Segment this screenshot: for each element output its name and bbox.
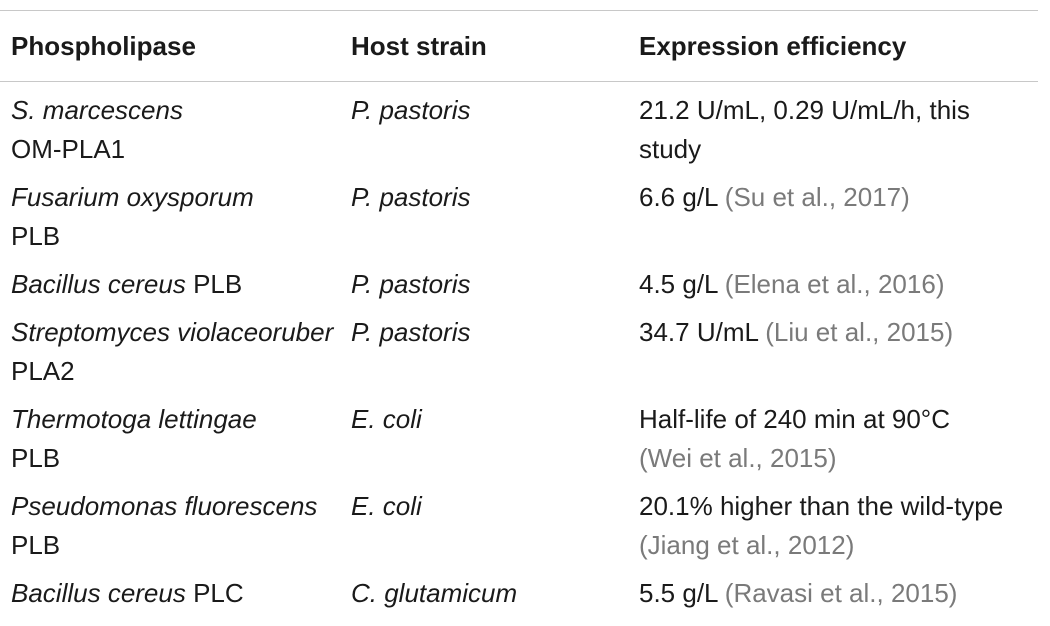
enzyme-species: Thermotoga lettingae [11, 404, 257, 434]
header-host-strain: Host strain [351, 31, 487, 61]
enzyme-cell: Fusarium oxysporum PLB [0, 178, 340, 256]
host-cell: P. pastoris [340, 265, 629, 304]
enzyme-cell: Bacillus cereus PLB [0, 265, 340, 304]
enzyme-type: PLB [11, 221, 61, 251]
citation-link[interactable]: (Jiang et al., 2012) [639, 530, 855, 560]
host-cell: E. coli [340, 400, 629, 478]
table-row: Pseudomonas fluorescens PLB E. coli 20.1… [0, 487, 1038, 565]
host-cell: P. pastoris [340, 91, 629, 169]
enzyme-species: Fusarium oxysporum [11, 182, 254, 212]
efficiency-value: 4.5 g/L [639, 269, 725, 299]
host-cell: P. pastoris [340, 178, 629, 256]
table-row: Fusarium oxysporum PLB P. pastoris 6.6 g… [0, 178, 1038, 256]
enzyme-cell: Streptomyces violaceoruber PLA2 [0, 313, 340, 391]
host-strain: P. pastoris [351, 269, 471, 299]
enzyme-species: Bacillus cereus [11, 578, 186, 608]
host-strain: P. pastoris [351, 317, 471, 347]
enzyme-type: PLA2 [11, 356, 75, 386]
host-strain: E. coli [351, 491, 422, 521]
table-row: Bacillus cereus PLB P. pastoris 4.5 g/L … [0, 265, 1038, 304]
host-strain: P. pastoris [351, 182, 471, 212]
efficiency-value: 20.1% higher than the wild-type [639, 491, 1004, 521]
table-row: Streptomyces violaceoruber PLA2 P. pasto… [0, 313, 1038, 391]
enzyme-type: OM-PLA1 [11, 134, 126, 164]
enzyme-species: S. marcescens [11, 95, 183, 125]
host-cell: C. glutamicum [340, 574, 629, 613]
efficiency-value: Half-life of 240 min at 90°C [639, 404, 950, 434]
citation-link[interactable]: (Elena et al., 2016) [724, 269, 945, 299]
enzyme-cell: Thermotoga lettingae PLB [0, 400, 340, 478]
enzyme-species: Streptomyces violaceoruber [11, 317, 334, 347]
host-strain: E. coli [351, 404, 422, 434]
efficiency-cell: 34.7 U/mL (Liu et al., 2015) [629, 313, 1038, 391]
citation-link[interactable]: (Su et al., 2017) [724, 182, 910, 212]
efficiency-cell: 21.2 U/mL, 0.29 U/mL/h, this study [629, 91, 1038, 169]
efficiency-cell: 20.1% higher than the wild-type (Jiang e… [629, 487, 1038, 565]
enzyme-type: PLB [11, 530, 61, 560]
table-row: Thermotoga lettingae PLB E. coli Half-li… [0, 400, 1038, 478]
enzyme-type: PLC [185, 578, 244, 608]
efficiency-value: 21.2 U/mL, 0.29 U/mL/h, this study [639, 95, 970, 164]
enzyme-type: PLB [11, 443, 61, 473]
enzyme-cell: Pseudomonas fluorescens PLB [0, 487, 340, 565]
enzyme-species: Pseudomonas fluorescens [11, 491, 318, 521]
efficiency-value: 5.5 g/L [639, 578, 725, 608]
efficiency-cell: 4.5 g/L (Elena et al., 2016) [629, 265, 1038, 304]
efficiency-cell: 6.6 g/L (Su et al., 2017) [629, 178, 1038, 256]
header-phospholipase: Phospholipase [11, 31, 196, 61]
table-body: S. marcescens OM-PLA1 P. pastoris 21.2 U… [0, 82, 1038, 613]
table-row: Bacillus cereus PLC C. glutamicum 5.5 g/… [0, 574, 1038, 613]
header-expression-efficiency: Expression efficiency [639, 31, 907, 61]
citation-link[interactable]: (Liu et al., 2015) [765, 317, 954, 347]
expression-table: Phospholipase Host strain Expression eff… [0, 10, 1038, 613]
table-header-rule [0, 81, 1038, 82]
efficiency-cell: 5.5 g/L (Ravasi et al., 2015) [629, 574, 1038, 613]
host-strain: C. glutamicum [351, 578, 518, 608]
host-cell: E. coli [340, 487, 629, 565]
citation-link[interactable]: (Ravasi et al., 2015) [724, 578, 958, 608]
host-strain: P. pastoris [351, 95, 471, 125]
host-cell: P. pastoris [340, 313, 629, 391]
table-row: S. marcescens OM-PLA1 P. pastoris 21.2 U… [0, 91, 1038, 169]
efficiency-value: 6.6 g/L [639, 182, 725, 212]
table-top-rule [0, 10, 1038, 11]
enzyme-cell: S. marcescens OM-PLA1 [0, 91, 340, 169]
table-header-row: Phospholipase Host strain Expression eff… [0, 11, 1038, 81]
enzyme-species: Bacillus cereus [11, 269, 186, 299]
efficiency-value: 34.7 U/mL [639, 317, 766, 347]
enzyme-type: PLB [185, 269, 243, 299]
citation-link[interactable]: (Wei et al., 2015) [639, 443, 837, 473]
enzyme-cell: Bacillus cereus PLC [0, 574, 340, 613]
efficiency-cell: Half-life of 240 min at 90°C (Wei et al.… [629, 400, 1038, 478]
